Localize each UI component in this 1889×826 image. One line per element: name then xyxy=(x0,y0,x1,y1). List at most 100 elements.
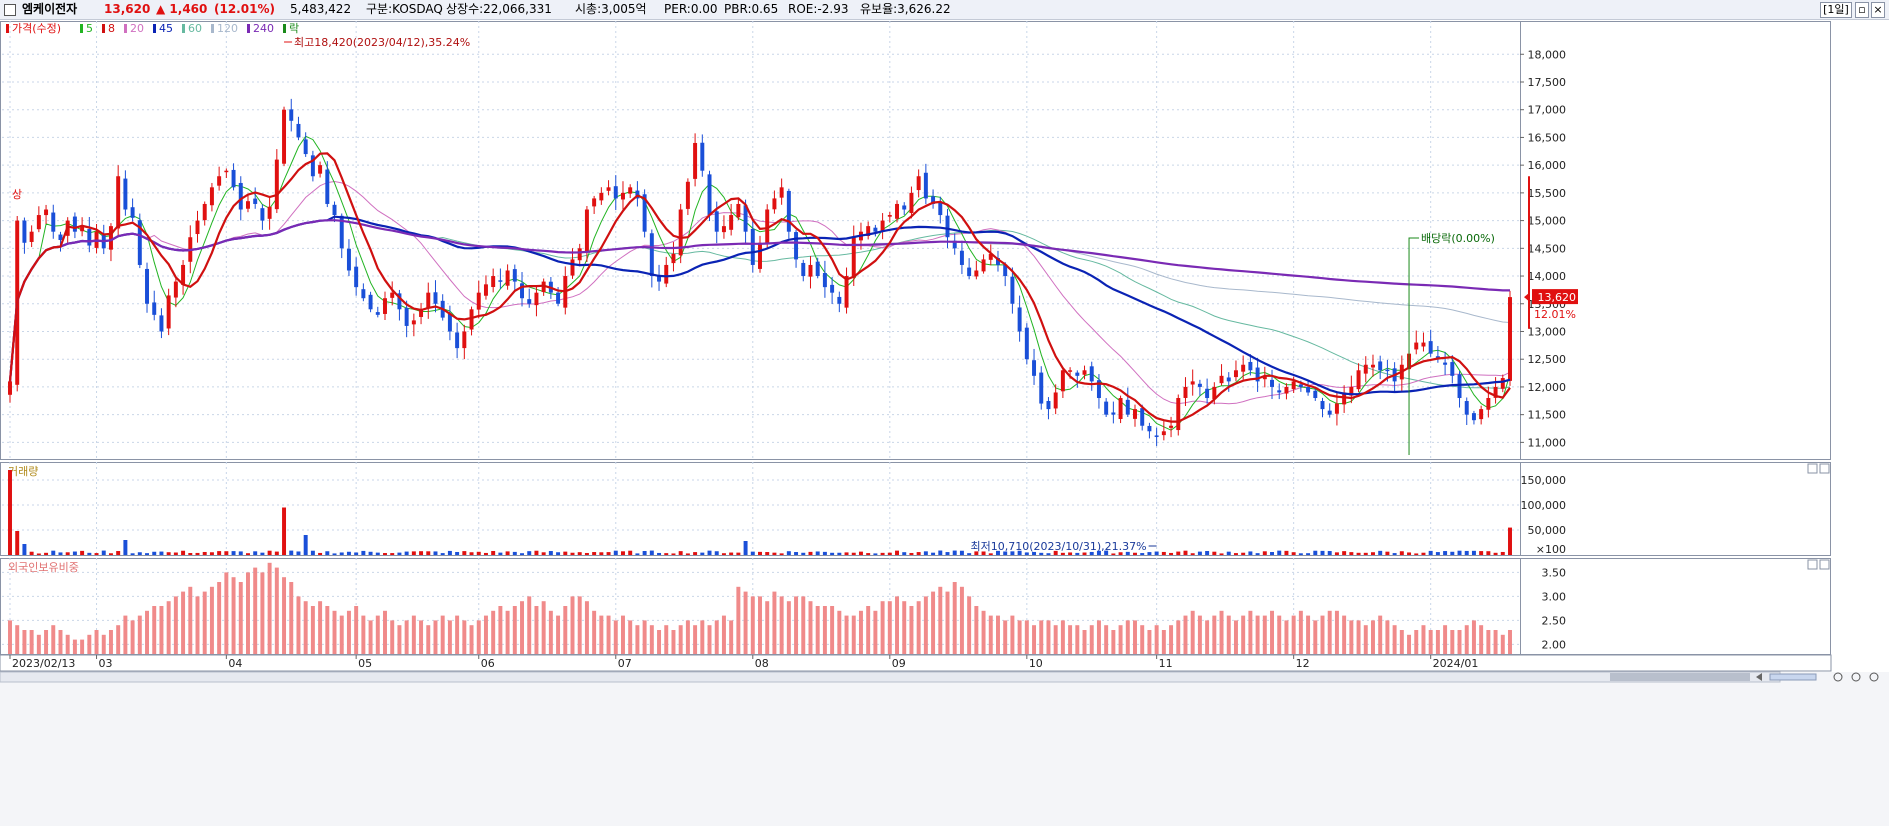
volume-bar[interactable] xyxy=(563,551,568,555)
foreign-bar[interactable] xyxy=(375,615,380,654)
foreign-bar[interactable] xyxy=(851,615,856,654)
foreign-bar[interactable] xyxy=(231,577,236,654)
foreign-bar[interactable] xyxy=(866,606,871,654)
candle-body[interactable] xyxy=(339,215,344,249)
foreign-bar[interactable] xyxy=(945,591,950,654)
foreign-bar[interactable] xyxy=(1075,625,1080,654)
volume-bar[interactable] xyxy=(483,552,488,555)
foreign-bar[interactable] xyxy=(354,606,359,654)
candle-body[interactable] xyxy=(1500,378,1505,389)
foreign-bar[interactable] xyxy=(620,615,625,654)
foreign-bar[interactable] xyxy=(657,630,662,654)
candle-body[interactable] xyxy=(923,172,928,199)
foreign-bar[interactable] xyxy=(188,586,193,654)
candle-body[interactable] xyxy=(916,176,921,191)
candle-body[interactable] xyxy=(22,220,27,243)
zoom-reset-icon[interactable] xyxy=(1869,672,1879,682)
foreign-bar[interactable] xyxy=(1190,610,1195,654)
candle-body[interactable] xyxy=(887,215,892,217)
volume-bar[interactable] xyxy=(58,552,63,555)
candle-body[interactable] xyxy=(1118,398,1123,420)
volume-bar[interactable] xyxy=(1104,550,1109,555)
volume-bar[interactable] xyxy=(750,551,755,555)
candle-body[interactable] xyxy=(173,281,178,298)
foreign-bar[interactable] xyxy=(1003,620,1008,654)
volume-bar[interactable] xyxy=(1183,550,1188,555)
volume-bar[interactable] xyxy=(310,550,315,555)
candle-body[interactable] xyxy=(1414,342,1419,350)
foreign-bar[interactable] xyxy=(1147,630,1152,654)
candle-body[interactable] xyxy=(1241,364,1246,372)
candle-body[interactable] xyxy=(1039,372,1044,404)
candle-body[interactable] xyxy=(1104,401,1109,415)
candle-body[interactable] xyxy=(1464,401,1469,415)
foreign-bar[interactable] xyxy=(822,606,827,654)
candle-body[interactable] xyxy=(245,201,250,209)
volume-bar[interactable] xyxy=(599,552,604,555)
candle-body[interactable] xyxy=(476,292,481,310)
volume-bar[interactable] xyxy=(851,552,856,555)
foreign-bar[interactable] xyxy=(1385,620,1390,654)
foreign-bar[interactable] xyxy=(51,625,56,654)
candle-body[interactable] xyxy=(390,292,395,298)
candle-body[interactable] xyxy=(534,292,539,306)
foreign-bar[interactable] xyxy=(707,625,712,654)
foreign-bar[interactable] xyxy=(628,620,633,654)
volume-bar[interactable] xyxy=(289,550,294,555)
candle-body[interactable] xyxy=(80,226,85,232)
candle-body[interactable] xyxy=(491,276,496,288)
candle-body[interactable] xyxy=(520,283,525,299)
candle-body[interactable] xyxy=(231,169,236,188)
candle-body[interactable] xyxy=(1176,398,1181,431)
volume-bar[interactable] xyxy=(1010,551,1015,555)
volume-bar[interactable] xyxy=(967,553,972,555)
foreign-bar[interactable] xyxy=(765,601,770,654)
panel-close-icon[interactable] xyxy=(1819,559,1830,570)
foreign-bar[interactable] xyxy=(584,601,589,654)
candle-body[interactable] xyxy=(909,192,914,214)
volume-bar[interactable] xyxy=(245,553,250,555)
candle-body[interactable] xyxy=(642,194,647,232)
foreign-bar[interactable] xyxy=(65,634,70,654)
foreign-bar[interactable] xyxy=(224,572,229,654)
foreign-bar[interactable] xyxy=(1356,620,1361,654)
volume-bar[interactable] xyxy=(1125,551,1130,555)
foreign-bar[interactable] xyxy=(1262,615,1267,654)
volume-bar[interactable] xyxy=(469,552,474,555)
foreign-bar[interactable] xyxy=(152,606,157,654)
zoom-in-icon[interactable] xyxy=(1851,672,1861,682)
volume-bar[interactable] xyxy=(332,553,337,555)
foreign-bar[interactable] xyxy=(931,591,936,654)
candle-body[interactable] xyxy=(851,237,856,278)
volume-bar[interactable] xyxy=(657,552,662,555)
volume-bar[interactable] xyxy=(505,551,510,555)
foreign-bar[interactable] xyxy=(830,606,835,654)
foreign-bar[interactable] xyxy=(1277,615,1282,654)
candle-body[interactable] xyxy=(217,176,222,186)
candle-body[interactable] xyxy=(830,284,835,293)
foreign-bar[interactable] xyxy=(1133,620,1137,654)
volume-bar[interactable] xyxy=(1039,552,1044,555)
candle-body[interactable] xyxy=(368,294,373,310)
volume-bar[interactable] xyxy=(758,551,762,555)
foreign-bar[interactable] xyxy=(1457,630,1462,654)
foreign-bar[interactable] xyxy=(8,620,12,654)
volume-bar[interactable] xyxy=(895,550,900,555)
volume-bar[interactable] xyxy=(721,553,726,555)
volume-bar[interactable] xyxy=(491,550,496,555)
foreign-bar[interactable] xyxy=(1060,620,1065,654)
period-button[interactable]: [1일] xyxy=(1820,2,1852,18)
foreign-bar[interactable] xyxy=(1363,625,1368,654)
volume-bar[interactable] xyxy=(1385,551,1390,555)
candle-body[interactable] xyxy=(108,226,113,250)
foreign-bar[interactable] xyxy=(1479,625,1484,654)
candle-body[interactable] xyxy=(1320,401,1325,410)
volume-bar[interactable] xyxy=(830,552,835,555)
candle-body[interactable] xyxy=(289,109,294,121)
volume-bar[interactable] xyxy=(397,552,402,555)
foreign-bar[interactable] xyxy=(700,620,705,654)
candle-body[interactable] xyxy=(967,267,972,277)
candle-body[interactable] xyxy=(1284,386,1289,394)
candle-body[interactable] xyxy=(296,123,301,138)
